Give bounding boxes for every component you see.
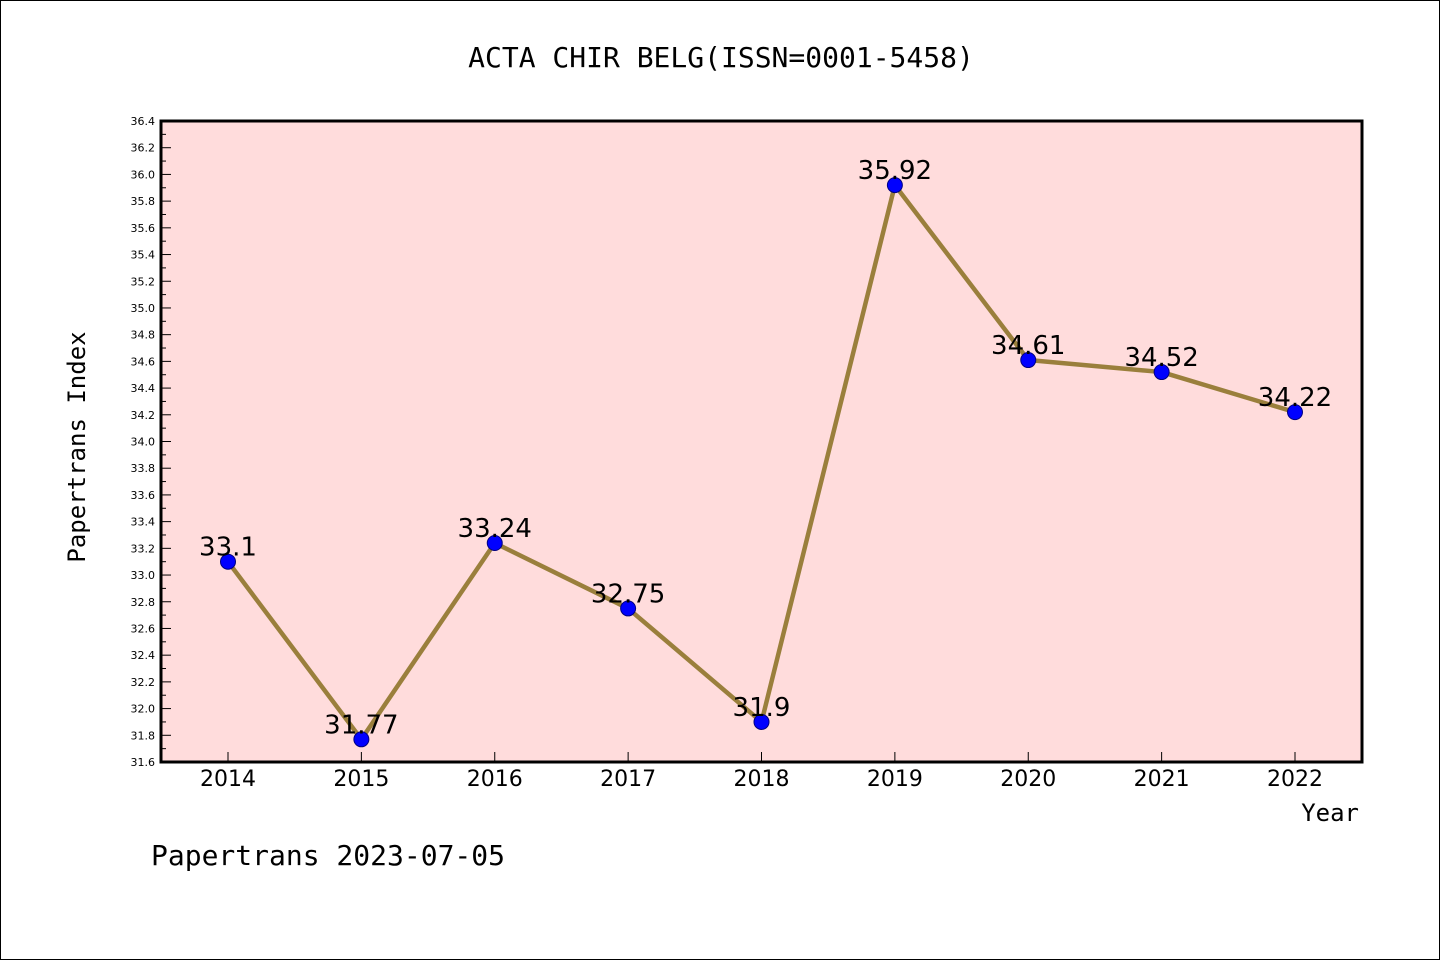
y-tick-label: 34.8 [131,329,156,342]
x-tick-label: 2022 [1267,767,1323,792]
y-tick-label: 32.2 [131,676,156,689]
data-label: 34.22 [1258,383,1332,413]
y-tick-label: 32.0 [131,703,156,716]
x-tick-label: 2021 [1134,767,1190,792]
y-tick-label: 33.4 [131,516,156,529]
data-point [1020,352,1037,369]
y-tick-label: 32.8 [131,596,156,609]
data-label: 34.52 [1124,343,1198,373]
data-point [486,534,503,551]
y-axis: 31.6 31.8 32.0 32.2 32.4 32.6 32.8 33.0 33.2 33.4… [131,115,171,769]
y-tick-label: 35.6 [131,222,156,235]
x-tick-label: 2016 [467,767,523,792]
data-point [1153,364,1170,381]
y-tick-label: 36.2 [131,142,156,155]
y-tick-label: 31.8 [131,729,156,742]
data-point [353,731,370,748]
data-label: 32.75 [591,579,665,609]
y-tick-label: 34.4 [131,382,156,395]
x-axis: 2014 2015 2016 2017 2018 2019 2020 2021 2022 [200,752,1323,792]
y-tick-label: 34.2 [131,409,156,422]
x-tick-label: 2018 [734,767,790,792]
plot-frame [159,119,1364,764]
x-tick-label: 2019 [867,767,923,792]
x-tick-label: 2017 [600,767,656,792]
data-point [1287,404,1303,421]
data-label: 33.24 [458,514,532,544]
y-tick-label: 33.6 [131,489,156,502]
y-tick-label: 35.0 [131,302,156,315]
y-tick-label: 36.4 [131,115,156,128]
x-axis-title: Year [1301,799,1359,827]
x-tick-label: 2014 [200,767,256,792]
data-label: 31.9 [733,693,791,723]
chart-title: ACTA CHIR BELG(ISSN=0001-5458) [468,41,974,74]
plot-area [161,121,1362,762]
y-axis-title: Papertrans Index [63,331,91,562]
y-tick-label: 36.0 [131,168,156,181]
footer-note: Papertrans 2023-07-05 [151,839,505,872]
data-point [220,553,236,570]
y-tick-label: 34.6 [131,355,156,368]
y-tick-label: 35.2 [131,275,156,288]
data-labels: 33.1 31.77 33.24 32.75 31.9 35.92 34.61 34.52 34… [199,156,1332,740]
x-tick-label: 2020 [1000,767,1056,792]
data-label: 31.77 [324,710,398,740]
data-label: 35.92 [858,156,932,186]
data-label: 33.1 [199,533,257,563]
y-tick-label: 34.0 [131,436,156,449]
y-tick-label: 32.6 [131,622,156,635]
data-label: 34.61 [991,331,1065,361]
x-tick-label: 2015 [333,767,389,792]
y-tick-label: 35.4 [131,249,156,262]
y-tick-label: 33.8 [131,462,156,475]
y-tick-label: 31.6 [131,756,156,769]
data-point [886,177,903,194]
y-tick-label: 35.8 [131,195,156,208]
y-tick-label: 33.0 [131,569,156,582]
y-tick-label: 33.2 [131,542,156,555]
data-point [753,713,770,730]
y-tick-label: 32.4 [131,649,156,662]
data-point [620,600,637,617]
data-series [220,177,1303,748]
